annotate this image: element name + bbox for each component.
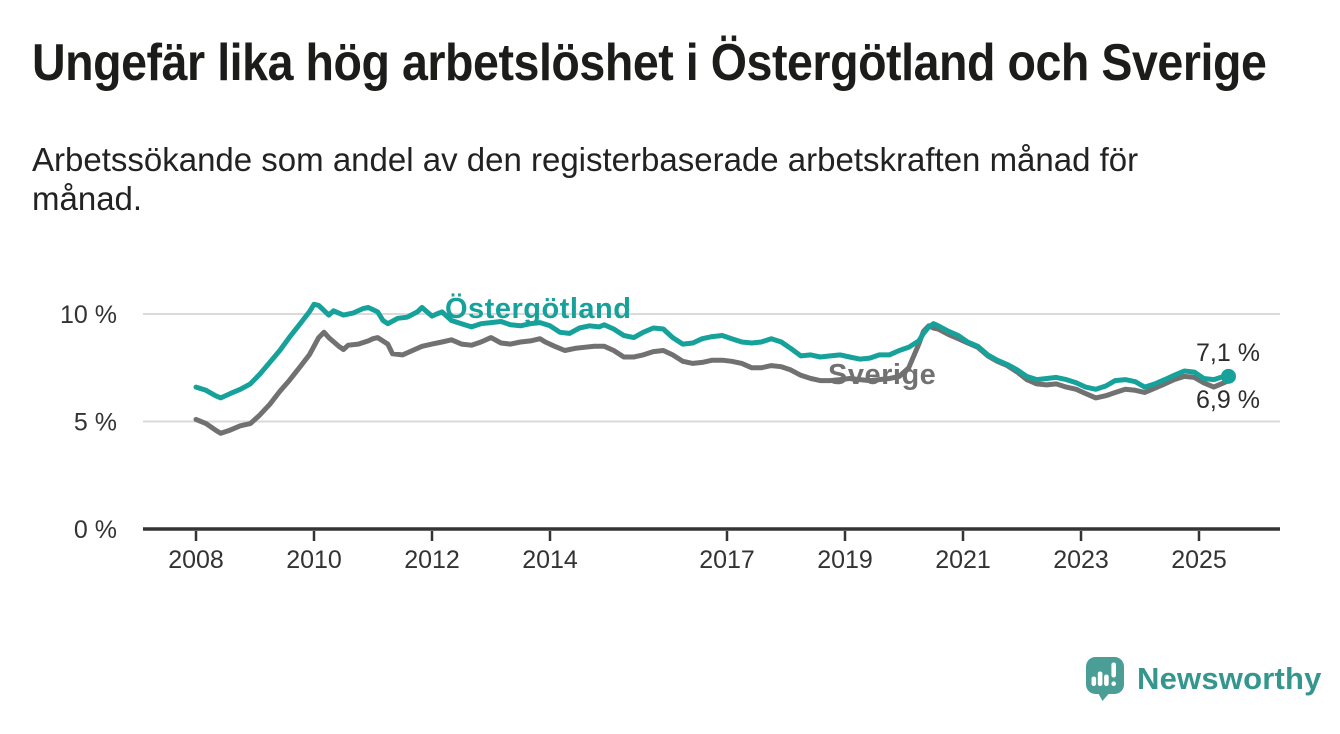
newsworthy-logo: Newsworthy xyxy=(1086,657,1322,701)
x-axis-labels: 2008 2010 2012 2014 2017 2019 2021 2023 2025 xyxy=(168,546,1227,574)
gridlines xyxy=(143,313,1280,423)
sverige-line xyxy=(193,323,1231,436)
page-subtitle: Arbetssökande som andel av den registerb… xyxy=(32,141,1139,217)
y-axis-tick-label: 10 % xyxy=(60,301,117,329)
ostergotland-end-dot xyxy=(1221,368,1236,384)
page-title: Ungefär lika hög arbetslöshet i Östergöt… xyxy=(32,34,1267,92)
x-axis-tick-label: 2021 xyxy=(935,546,991,574)
ostergotland-line xyxy=(193,301,1231,401)
logo-bar-3 xyxy=(1104,674,1109,686)
x-axis-tick-label: 2025 xyxy=(1171,546,1227,574)
logo-exclamation-dot xyxy=(1111,681,1116,686)
x-axis-tick-label: 2017 xyxy=(699,546,755,574)
x-axis-tick-label: 2010 xyxy=(286,546,342,574)
newsworthy-logo-icon xyxy=(1086,657,1124,701)
newsworthy-logo-text: Newsworthy xyxy=(1137,661,1322,696)
sverige-end-value-label: 6,9 % xyxy=(1196,386,1260,414)
y-axis-tick-label: 0 % xyxy=(74,516,117,544)
logo-bar-2 xyxy=(1097,671,1103,686)
y-axis-tick-label: 5 % xyxy=(74,409,117,437)
x-axis-tick-label: 2012 xyxy=(404,546,460,574)
y-axis-labels: 0 % 5 % 10 % xyxy=(60,301,117,544)
logo-bar-1 xyxy=(1091,676,1097,686)
x-axis-tick-label: 2019 xyxy=(817,546,873,574)
x-axis-tick-label: 2008 xyxy=(168,546,224,574)
x-axis-tick-label: 2023 xyxy=(1053,546,1109,574)
x-axis-tick-marks xyxy=(194,531,1201,541)
data-series-lines xyxy=(193,301,1236,436)
ostergotland-end-value-label: 7,1 % xyxy=(1196,339,1260,367)
x-axis-tick-label: 2014 xyxy=(522,546,578,574)
sverige-series-label: Sverige xyxy=(828,359,936,391)
ostergotland-series-label: Östergötland xyxy=(445,292,631,325)
logo-exclamation-bar xyxy=(1111,662,1116,678)
